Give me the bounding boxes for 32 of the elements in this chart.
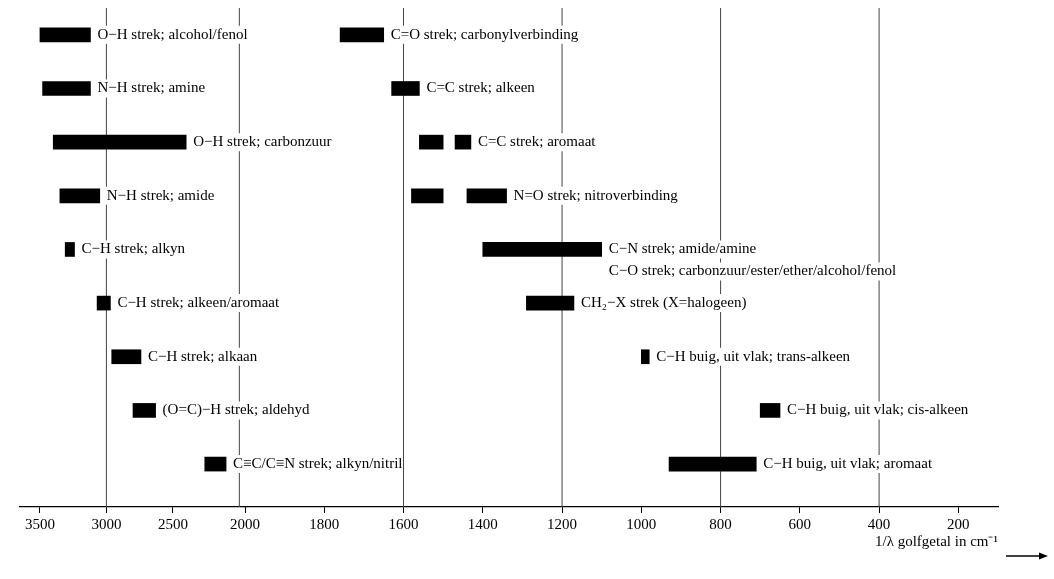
x-tick-label: 2500 xyxy=(157,515,188,532)
series-label: CH₂−X strek (X=halogeen) xyxy=(580,294,747,312)
x-tick-label: 1400 xyxy=(467,515,498,532)
x-tick-label: 200 xyxy=(947,515,970,532)
x-tick-label: 1200 xyxy=(547,515,578,532)
series-label: C−H buig, uit vlak; trans-alkeen xyxy=(656,347,851,364)
series-label: C−H buig, uit vlak; cis-alkeen xyxy=(787,401,969,418)
x-tick-label: 3000 xyxy=(91,515,122,532)
series-label: C=C strek; aromaat xyxy=(477,133,597,150)
series-label: O−H strek; carbonzuur xyxy=(193,133,332,150)
series-label: C−H strek; alkyn xyxy=(81,240,186,257)
x-tick-label: 1800 xyxy=(309,515,340,532)
series-label: C−H strek; alkeen/aromaat xyxy=(117,294,280,311)
x-axis-title: 1/λ golfgetal in cm⁻¹ xyxy=(875,533,998,550)
series-label: C=C strek; alkeen xyxy=(426,79,536,96)
x-tick-label: 1600 xyxy=(388,515,419,532)
series-label: N=O strek; nitroverbinding xyxy=(513,186,679,203)
series-label: C≡C/C≡N strek; alkyn/nitril xyxy=(233,455,403,472)
x-tick-label: 400 xyxy=(867,515,891,532)
series-label: C−N strek; amide/amine C−O strek; carbonzuur/ester/ether/alcohol/fenol xyxy=(608,240,897,279)
series-label: C−H buig, uit vlak; aromaat xyxy=(763,455,933,472)
x-tick-label: 1000 xyxy=(626,515,657,532)
series-label: N−H strek; amine xyxy=(97,79,206,96)
x-tick-label: 3500 xyxy=(24,515,55,532)
series-label: (O=C)−H strek; aldehyd xyxy=(162,401,310,419)
x-tick-label: 2000 xyxy=(230,515,260,532)
series-label: C−H strek; alkaan xyxy=(147,347,258,364)
x-tick-label: 800 xyxy=(709,515,732,532)
series-label: O−H strek; alcohol/fenol xyxy=(97,25,248,42)
series-label: N−H strek; amide xyxy=(106,186,215,203)
series-label: C=O strek; carbonylverbinding xyxy=(390,25,579,42)
x-tick-label: 600 xyxy=(788,515,812,532)
